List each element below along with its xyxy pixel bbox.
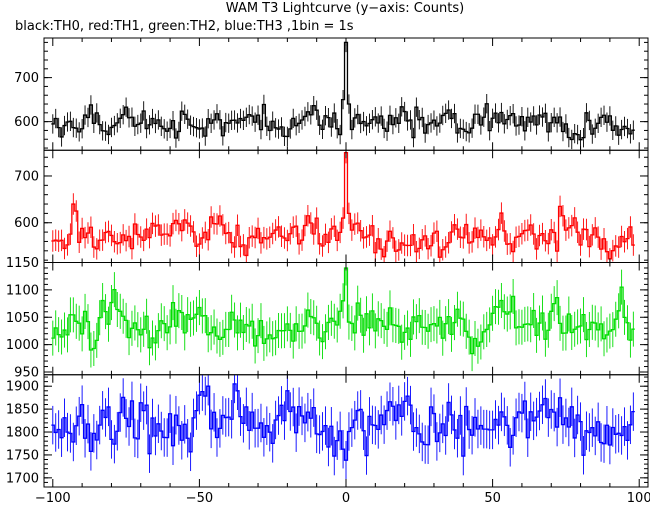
chart-title: WAM T3 Lightcurve (y−axis: Counts) — [226, 1, 464, 16]
y-tick-label: 1100 — [6, 283, 39, 298]
y-tick-label: 1750 — [6, 448, 39, 463]
y-tick-label: 600 — [14, 115, 39, 130]
x-tick-label: −100 — [35, 491, 71, 505]
x-tick-label: 50 — [484, 491, 501, 505]
chart-subtitle: black:TH0, red:TH1, green:TH2, blue:TH3 … — [15, 19, 354, 34]
panel-th3: 1700 1750 1800 1850 1900 — [6, 374, 649, 488]
y-tick-label: 1700 — [6, 471, 39, 486]
y-tick-label: 950 — [14, 366, 39, 381]
y-tick-label: 1050 — [6, 311, 39, 326]
series-th1 — [51, 150, 635, 263]
panels-group: 6007006007009501000105011001150170017501… — [6, 37, 649, 488]
y-tick-label: 1150 — [6, 256, 39, 271]
y-tick-label: 1000 — [6, 338, 39, 353]
y-tick-label: 1800 — [6, 426, 39, 441]
y-tick-label: 700 — [14, 71, 39, 86]
y-tick-label: 600 — [14, 216, 39, 231]
series-th0 — [51, 38, 635, 150]
x-tick-label: −50 — [186, 491, 213, 505]
x-tick-label: 100 — [627, 491, 650, 505]
series-th2 — [51, 262, 635, 372]
y-tick-label: 700 — [14, 169, 39, 184]
series-th3 — [51, 374, 635, 480]
panel-th1: 600 700 — [14, 149, 649, 263]
panel-th0: 600 700 — [14, 37, 649, 151]
x-tick-label: 0 — [342, 491, 350, 505]
y-tick-label: 1850 — [6, 403, 39, 418]
series-line-th0 — [51, 41, 635, 141]
series-line-th1 — [51, 151, 635, 260]
series-line-th3 — [51, 383, 635, 461]
x-axis: −100 −50 0 50 100 — [35, 491, 650, 505]
y-tick-label: 1900 — [6, 380, 39, 395]
series-line-th2 — [51, 267, 635, 355]
panel-th2: 950 1000 1050 1100 1150 — [6, 256, 649, 381]
